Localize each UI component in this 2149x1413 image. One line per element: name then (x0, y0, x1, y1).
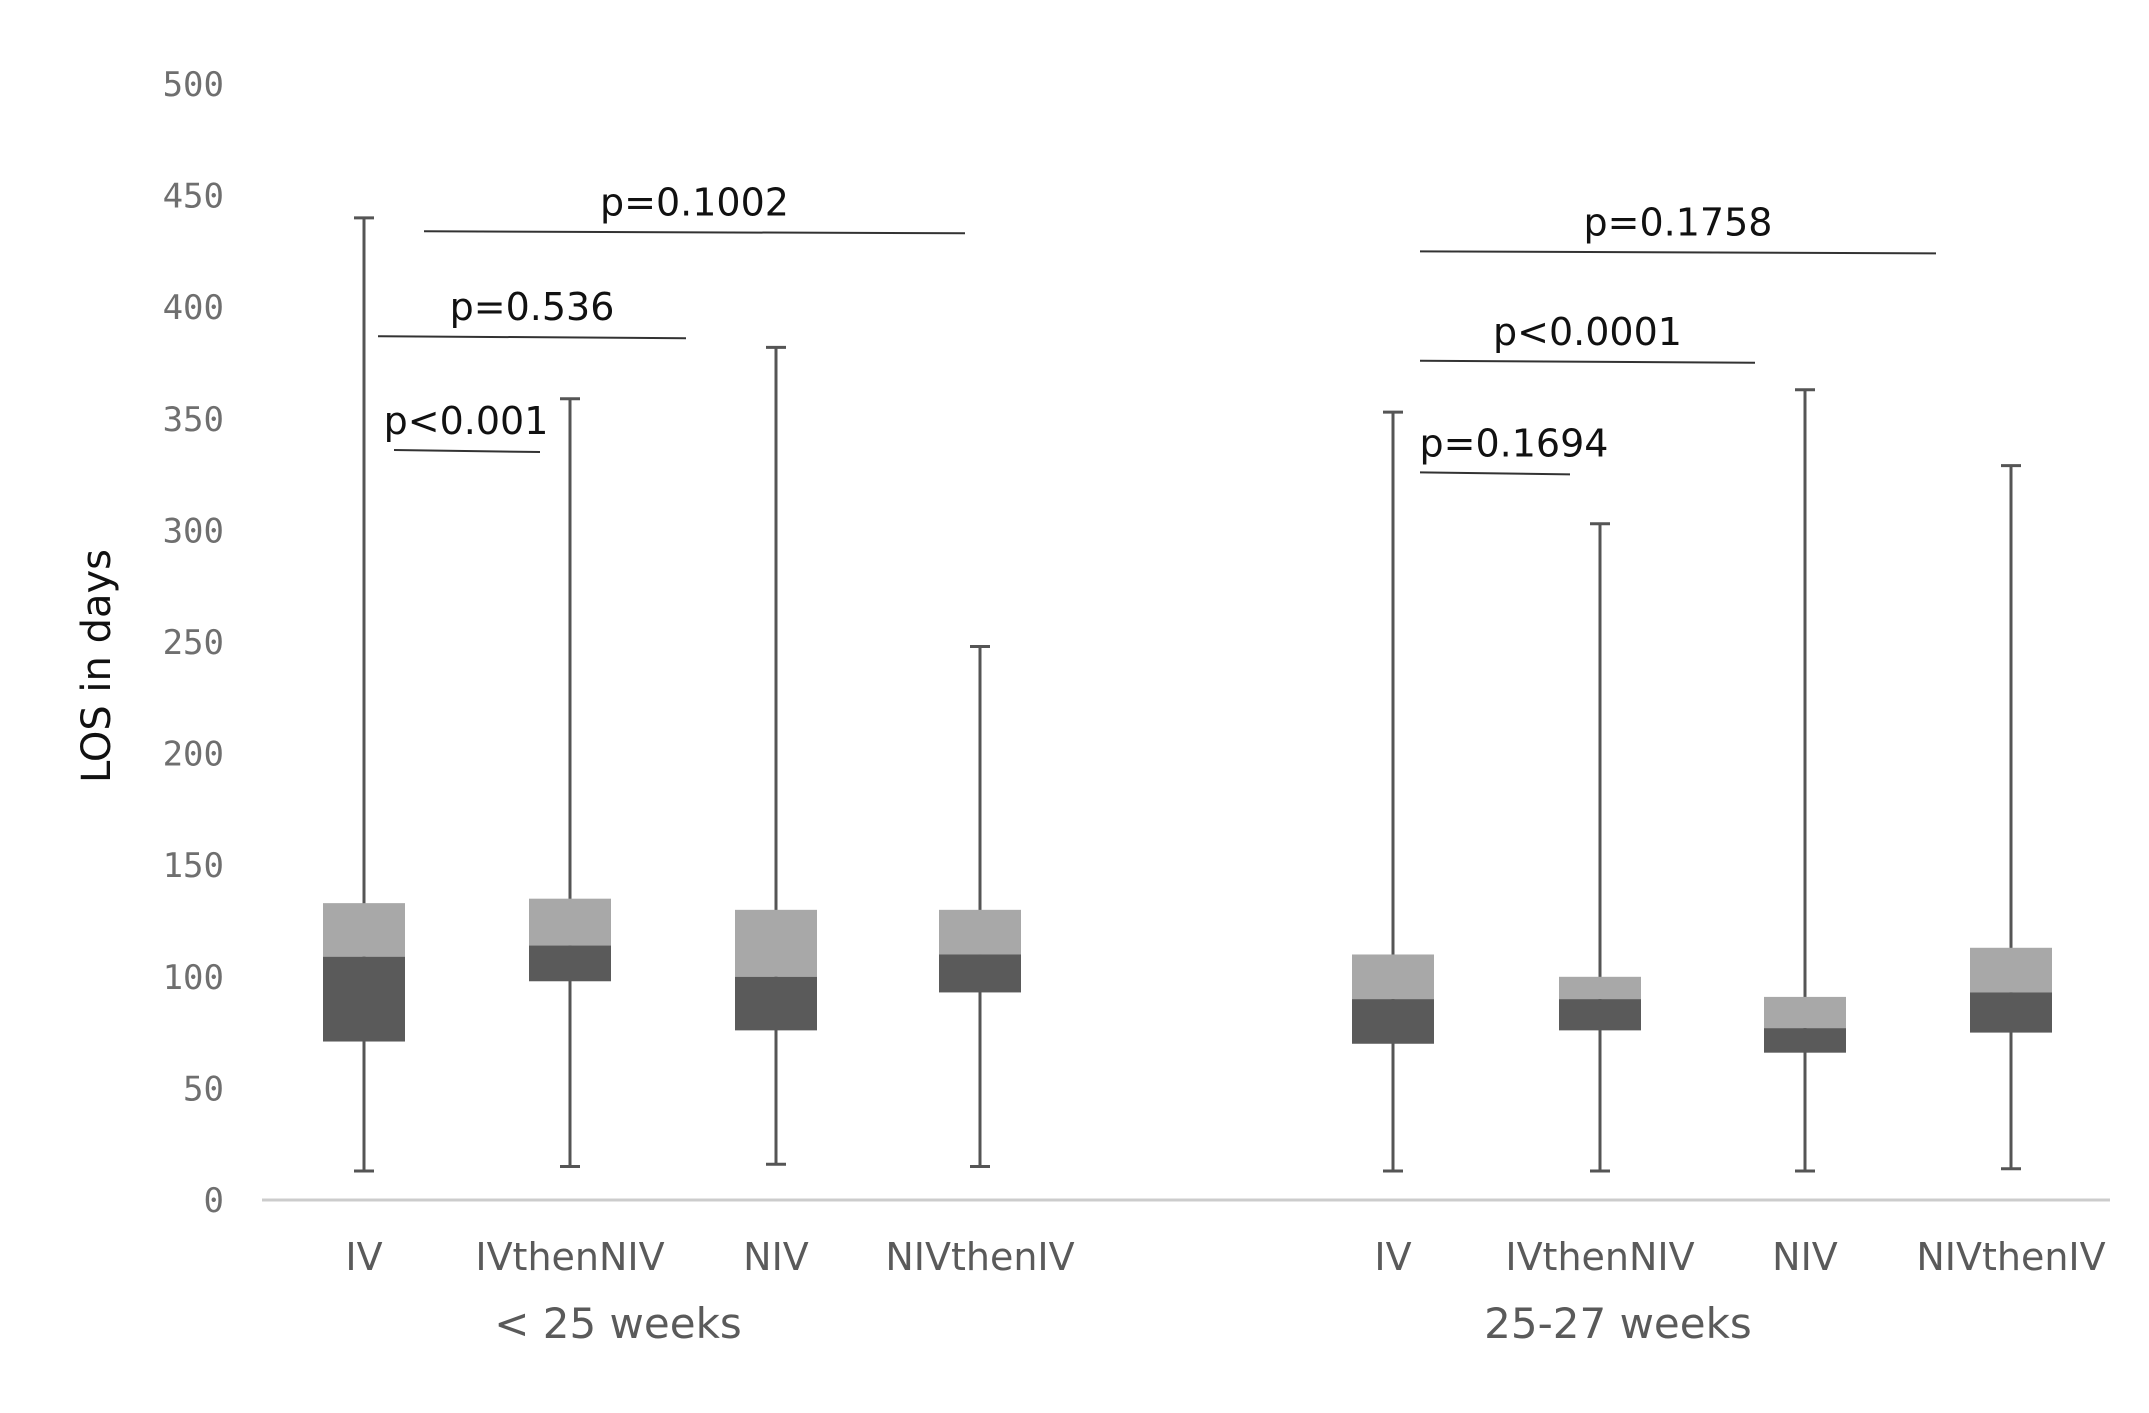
box-1-2 (529, 397, 611, 1169)
box-series (323, 216, 2052, 1173)
comparison-line (393, 449, 541, 454)
y-tick-label: 500 (163, 65, 224, 105)
p-value-label: p<0.001 (384, 399, 549, 443)
comparison-line (377, 335, 687, 340)
box-lower-quartile (1970, 992, 2052, 1033)
y-tick-label: 250 (163, 623, 224, 663)
box-upper-quartile (529, 898, 611, 946)
p-value-label: p=0.1002 (600, 180, 789, 224)
box-2-4 (1970, 464, 2052, 1171)
group-label: 25-27 weeks (1484, 1299, 1752, 1348)
box-lower-quartile (1559, 999, 1641, 1031)
y-tick-label: 350 (163, 400, 224, 440)
box-upper-quartile (323, 903, 405, 957)
category-label: NIV (1772, 1235, 1838, 1279)
comparison-line (1419, 471, 1571, 476)
box-2-3 (1764, 388, 1846, 1173)
box-1-1 (323, 216, 405, 1173)
box-2-1 (1352, 410, 1434, 1173)
box-lower-quartile (529, 945, 611, 982)
category-labels: IV IVthenNIV NIV NIVthenIV IV IVthenNIV NIV NIV… (345, 1235, 2105, 1279)
y-axis-title: LOS in days (74, 549, 120, 783)
category-label: IV (345, 1235, 382, 1279)
y-tick-label: 200 (163, 735, 224, 775)
box-upper-quartile (939, 909, 1021, 955)
category-label: IVthenNIV (475, 1235, 664, 1279)
y-tick-label: 150 (163, 846, 224, 886)
significance-brackets: p<0.001 p=0.536 p=0.1002 p=0.1694 p<0.0001 p=… (377, 180, 1937, 476)
box-upper-quartile (1559, 976, 1641, 1000)
comparison-line (1419, 250, 1937, 255)
p-value-label: p=0.536 (450, 285, 615, 329)
box-1-3 (735, 345, 817, 1166)
category-label: NIVthenIV (1916, 1235, 2105, 1279)
p-value-label: p=0.1694 (1420, 421, 1609, 465)
y-tick-label: 450 (163, 177, 224, 217)
y-axis-ticks: 0 50 100 150 200 250 300 350 400 450 500 (163, 65, 224, 1221)
box-lower-quartile (323, 956, 405, 1042)
box-lower-quartile (735, 976, 817, 1031)
box-lower-quartile (1764, 1028, 1846, 1053)
category-label: IVthenNIV (1505, 1235, 1694, 1279)
comparison-line (423, 230, 966, 235)
box-upper-quartile (1764, 996, 1846, 1029)
box-upper-quartile (735, 909, 817, 977)
box-upper-quartile (1352, 954, 1434, 1000)
y-tick-label: 50 (183, 1069, 224, 1109)
y-tick-label: 400 (163, 288, 224, 328)
comparison-line (1419, 359, 1756, 364)
category-label: IV (1374, 1235, 1411, 1279)
y-tick-label: 300 (163, 511, 224, 551)
p-value-label: p=0.1758 (1584, 200, 1773, 244)
category-label: NIVthenIV (885, 1235, 1074, 1279)
y-tick-label: 0 (204, 1181, 224, 1221)
group-label: < 25 weeks (494, 1299, 742, 1348)
box-2-2 (1559, 522, 1641, 1173)
box-1-4 (939, 644, 1021, 1169)
box-lower-quartile (939, 954, 1021, 993)
group-labels: < 25 weeks 25-27 weeks (494, 1299, 1752, 1348)
p-value-label: p<0.0001 (1493, 310, 1682, 354)
box-lower-quartile (1352, 999, 1434, 1044)
box-upper-quartile (1970, 947, 2052, 993)
category-label: NIV (743, 1235, 809, 1279)
y-tick-label: 100 (163, 958, 224, 998)
